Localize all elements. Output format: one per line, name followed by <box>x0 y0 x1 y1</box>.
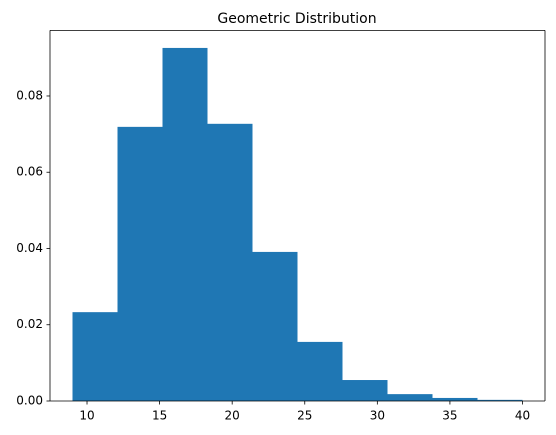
bar <box>342 380 388 401</box>
bar <box>72 312 118 401</box>
bar <box>297 341 343 401</box>
y-tick-label: 0.02 <box>16 317 43 331</box>
y-tick-label: 0.04 <box>16 241 43 255</box>
x-tick-label: 40 <box>515 409 530 423</box>
y-tick-label: 0.08 <box>16 88 43 102</box>
x-tick-label: 30 <box>370 409 385 423</box>
bar <box>252 251 298 401</box>
x-tick-label: 35 <box>442 409 457 423</box>
chart-title: Geometric Distribution <box>217 11 376 27</box>
bar <box>117 126 163 401</box>
bar <box>207 123 253 401</box>
x-tick-label: 15 <box>152 409 167 423</box>
bar <box>432 397 478 401</box>
x-tick-label: 10 <box>79 409 94 423</box>
bar <box>387 394 433 401</box>
y-tick-label: 0.00 <box>16 394 43 408</box>
x-tick-label: 25 <box>297 409 312 423</box>
x-tick-label: 20 <box>225 409 240 423</box>
y-tick-label: 0.06 <box>16 165 43 179</box>
bar <box>477 399 523 401</box>
bar <box>162 47 208 401</box>
